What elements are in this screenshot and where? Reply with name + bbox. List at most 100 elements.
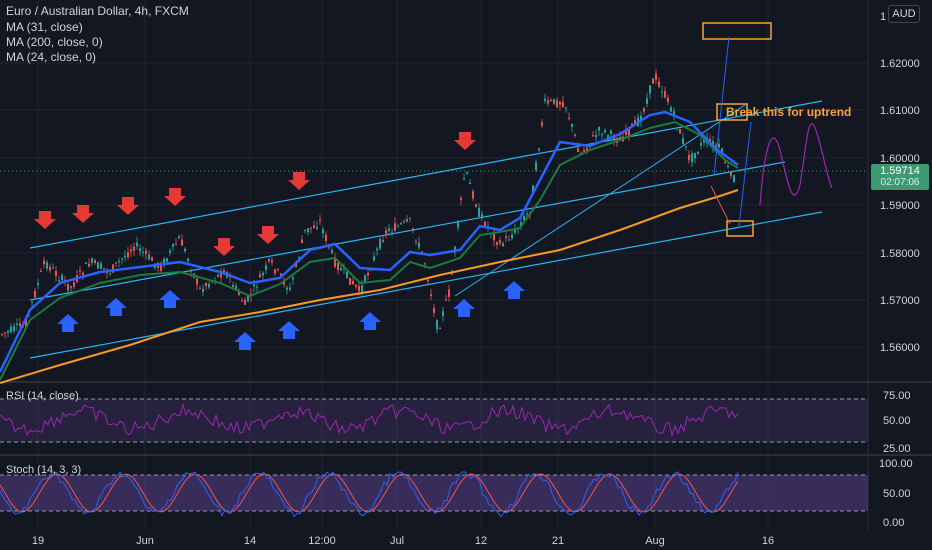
candle-body — [685, 146, 687, 148]
candle-body — [148, 254, 150, 260]
stoch-pane-label[interactable]: Stoch (14, 3, 3) — [6, 464, 82, 476]
candle-body — [274, 269, 276, 274]
candle-body — [613, 136, 615, 141]
candle-body — [403, 220, 405, 222]
candle-body — [253, 284, 255, 287]
indicator-ma31-label[interactable]: MA (31, close) — [6, 20, 83, 34]
candle-body — [670, 107, 672, 112]
candle-body — [646, 98, 648, 104]
candle-body — [385, 230, 387, 234]
candle-body — [49, 266, 51, 271]
candle-body — [277, 269, 279, 270]
candle-body — [652, 78, 654, 84]
candle-body — [304, 229, 306, 231]
last-price-tag: 1.59714 02:07:06 — [871, 164, 929, 190]
price-axis-label: 1.62000 — [880, 58, 920, 70]
down-arrows — [34, 132, 476, 256]
projection-line-up[interactable] — [713, 36, 730, 176]
candle-body — [520, 222, 522, 228]
candle-body — [442, 311, 444, 317]
symbol-title[interactable]: Euro / Australian Dollar, 4h, FXCM — [6, 4, 189, 18]
candle-body — [469, 182, 471, 184]
stoch-d-line[interactable] — [0, 473, 739, 513]
ma200-line[interactable] — [0, 189, 739, 384]
currency-button[interactable]: AUD — [888, 5, 920, 23]
candle-body — [364, 275, 366, 282]
candle-body — [247, 295, 249, 301]
candle-body — [397, 226, 399, 228]
candle-body — [109, 273, 111, 275]
candle-body — [208, 283, 210, 288]
chart-annotation-text[interactable]: Break this for uptrend — [726, 105, 852, 119]
candle-body — [136, 242, 138, 247]
price-axis-label: 1.58000 — [880, 248, 920, 260]
candle-body — [79, 270, 81, 272]
breakout-box[interactable] — [716, 103, 748, 121]
price-axis-label-top: 1 — [880, 11, 886, 23]
candle-body — [319, 220, 321, 221]
candle-body — [703, 138, 705, 143]
candle-body — [151, 257, 153, 261]
candle-body — [568, 117, 570, 119]
candle-body — [322, 229, 324, 234]
down-arrow-icon — [454, 132, 476, 150]
candle-body — [343, 267, 345, 270]
candle-body — [634, 120, 636, 124]
indicator-ma24-label[interactable]: MA (24, close, 0) — [6, 50, 97, 64]
price-axis-label: 1.61000 — [880, 105, 920, 117]
price-axis[interactable]: 1 1.62000 1.61000 1.60000 1.59000 1.5800… — [880, 11, 920, 354]
candle-body — [709, 139, 711, 142]
candle-body — [145, 250, 147, 254]
candle-body — [52, 267, 54, 269]
up-arrow-icon — [503, 281, 525, 299]
candle-body — [499, 240, 501, 244]
candle-body — [190, 270, 192, 272]
channel-middle-line — [29, 161, 786, 301]
candle-body — [439, 328, 441, 330]
price-axis-label: 1.56000 — [880, 342, 920, 354]
candle-body — [664, 90, 666, 98]
last-price-value: 1.59714 — [880, 165, 920, 177]
rsi-pane-label[interactable]: RSI (14, close) — [6, 390, 79, 402]
ma31-line[interactable] — [0, 110, 739, 373]
candle-body — [61, 274, 63, 281]
candle-body — [574, 134, 576, 136]
price-axis-label: 1.60000 — [880, 153, 920, 165]
candle-body — [175, 243, 177, 245]
candle-body — [550, 100, 552, 101]
candle-body — [244, 300, 246, 305]
time-axis-label: 16 — [762, 535, 774, 547]
candle-body — [586, 147, 588, 151]
projection-wave[interactable] — [759, 123, 833, 206]
price-axis-label: 1.59000 — [880, 200, 920, 212]
candle-body — [475, 204, 477, 207]
candle-body — [727, 166, 729, 168]
candle-body — [103, 268, 105, 270]
candle-body — [73, 282, 75, 287]
rsi-line[interactable] — [0, 402, 739, 438]
candle-body — [577, 148, 579, 152]
stoch-k-line[interactable] — [0, 471, 739, 518]
candle-body — [43, 260, 45, 265]
candle-body — [493, 233, 495, 241]
candle-body — [601, 134, 603, 136]
time-axis[interactable]: 19 Jun 14 12:00 Jul 12 21 Aug 16 — [32, 535, 774, 547]
candle-body — [418, 242, 420, 248]
candle-body — [184, 248, 186, 252]
candle-body — [259, 274, 261, 278]
candle-countdown: 02:07:06 — [880, 177, 920, 188]
candle-body — [355, 284, 357, 287]
candle-body — [163, 258, 165, 266]
candle-body — [400, 223, 402, 225]
ma24-line[interactable] — [0, 120, 739, 381]
projection-line-down[interactable] — [710, 185, 731, 225]
candle-body — [7, 330, 9, 333]
projection-line-up-2[interactable] — [738, 121, 752, 227]
target-box-top[interactable] — [702, 22, 772, 40]
candle-body — [340, 268, 342, 271]
candle-body — [262, 272, 264, 276]
candle-body — [544, 98, 546, 101]
candle-body — [115, 262, 117, 264]
indicator-ma200-label[interactable]: MA (200, close, 0) — [6, 35, 103, 49]
